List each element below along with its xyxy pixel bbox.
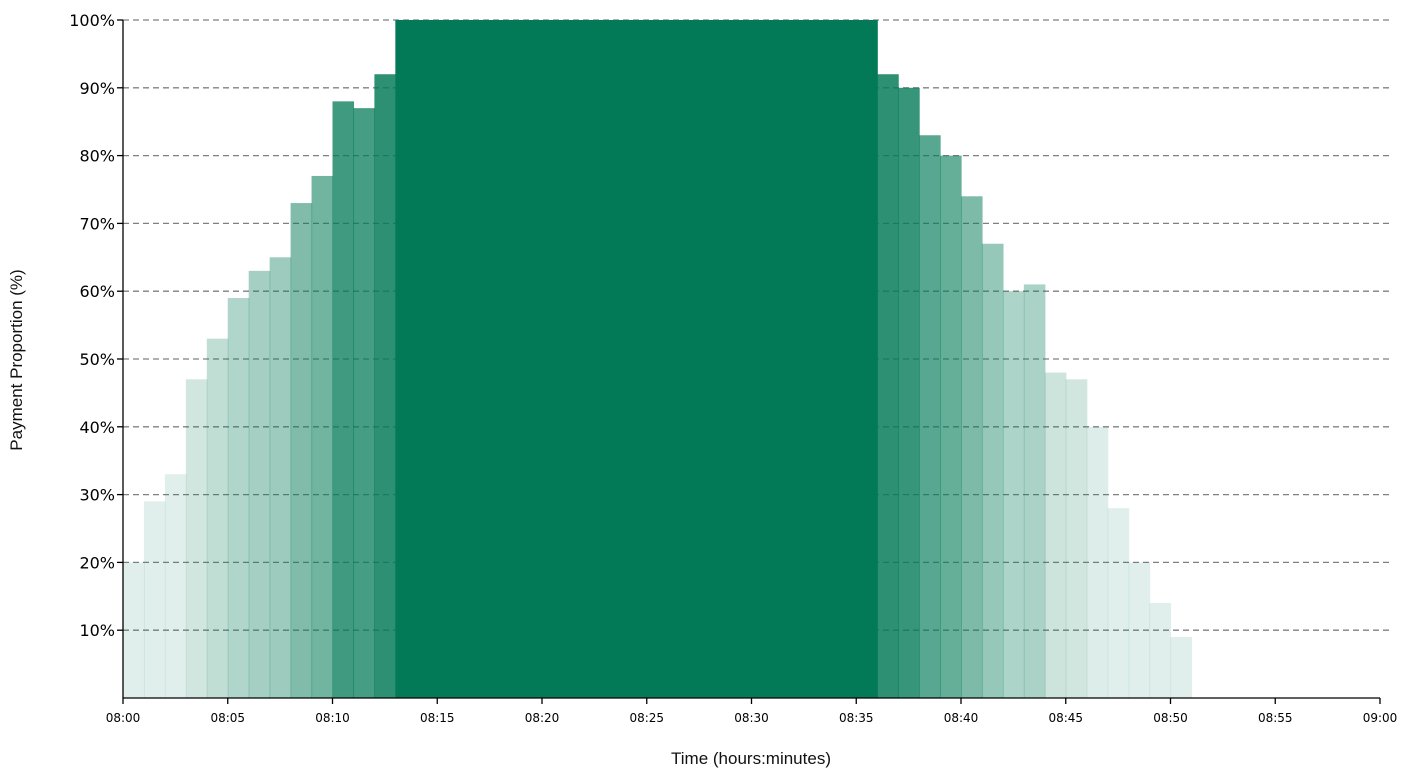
bar <box>437 20 459 698</box>
x-tick-label: 08:10 <box>315 711 350 725</box>
x-tick-label: 08:45 <box>1048 711 1083 725</box>
x-tick-label: 09:00 <box>1363 711 1398 725</box>
bar <box>981 243 1004 699</box>
y-tick-label: 30% <box>79 486 115 505</box>
bar <box>709 20 732 698</box>
bar <box>311 175 334 698</box>
x-tick-label: 08:40 <box>944 711 979 725</box>
bar <box>353 108 375 698</box>
bar <box>500 20 522 698</box>
bar <box>898 87 920 699</box>
y-tick-label: 10% <box>79 621 115 640</box>
bar <box>814 20 836 698</box>
bar <box>562 20 585 698</box>
bar <box>688 20 711 698</box>
bar <box>374 74 396 699</box>
bar <box>416 20 438 698</box>
bar <box>1086 426 1109 698</box>
y-tick-label: 20% <box>79 553 115 572</box>
bar <box>604 20 627 698</box>
x-tick-label: 08:15 <box>420 711 455 725</box>
bar <box>290 203 313 698</box>
bar <box>164 474 187 698</box>
y-tick-label: 80% <box>79 147 115 166</box>
bar <box>269 257 292 698</box>
bar <box>835 20 857 698</box>
bar <box>940 155 962 699</box>
x-tick-label: 08:00 <box>106 711 141 725</box>
bar <box>143 501 166 698</box>
bars <box>123 20 1193 699</box>
bar <box>961 196 983 698</box>
y-tick-label: 50% <box>79 350 115 369</box>
bar <box>395 20 417 698</box>
y-tick-label: 90% <box>79 79 115 98</box>
bar <box>1170 636 1193 698</box>
bar <box>793 20 815 698</box>
bar <box>583 20 606 698</box>
bar <box>1065 379 1088 698</box>
bar <box>646 20 669 698</box>
y-axis-label: Payment Proportion (%) <box>7 269 26 450</box>
x-axis-label: Time (hours:minutes) <box>671 749 831 768</box>
bar <box>227 297 250 698</box>
bar <box>1107 508 1130 698</box>
bar <box>1149 603 1172 698</box>
bar <box>521 20 543 698</box>
x-tick-label: 08:05 <box>210 711 245 725</box>
bar <box>730 20 753 698</box>
bar <box>1128 562 1151 698</box>
x-ticks: 08:00 08:05 08:10 08:15 08:20 08:25 08:30 08:35… <box>106 698 1398 725</box>
bar <box>1023 284 1046 698</box>
bar <box>185 379 208 698</box>
bar <box>458 20 480 698</box>
bar <box>1044 372 1067 698</box>
bar <box>751 20 774 698</box>
bar <box>479 20 501 698</box>
bar <box>625 20 648 698</box>
x-tick-label: 08:30 <box>734 711 769 725</box>
x-tick-label: 08:50 <box>1153 711 1188 725</box>
y-tick-label: 70% <box>79 214 115 233</box>
bar <box>123 562 145 698</box>
x-tick-label: 08:25 <box>629 711 664 725</box>
bar <box>919 135 941 698</box>
bar <box>206 338 229 698</box>
y-tick-label: 100% <box>69 11 115 30</box>
bar <box>248 270 271 698</box>
x-tick-label: 08:35 <box>839 711 874 725</box>
bar <box>856 20 878 698</box>
bar <box>667 20 690 698</box>
bar <box>772 20 794 698</box>
x-tick-label: 08:20 <box>525 711 560 725</box>
y-tick-label: 40% <box>79 418 115 437</box>
x-tick-label: 08:55 <box>1258 711 1293 725</box>
y-ticks: 10% 20% 30% 40% 50% 60% 70% 80% 90% 100% <box>69 11 123 640</box>
y-tick-label: 60% <box>79 282 115 301</box>
bar <box>877 74 899 699</box>
bar <box>1002 291 1025 698</box>
bar <box>542 20 564 698</box>
bar <box>332 101 355 699</box>
